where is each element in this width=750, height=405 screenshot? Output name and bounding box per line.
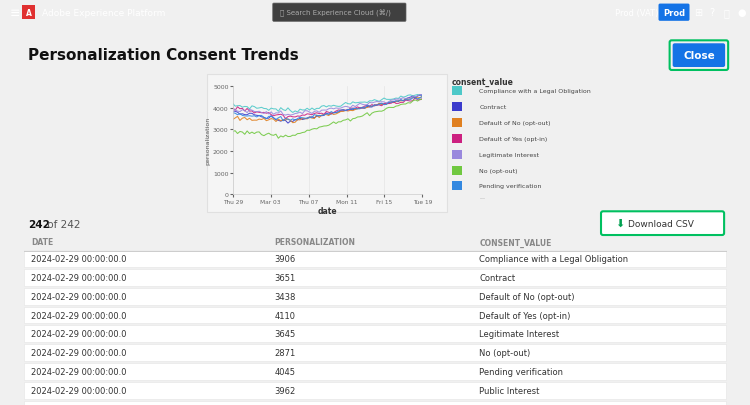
Text: PERSONALIZATION: PERSONALIZATION: [274, 238, 356, 247]
Text: Default of Yes (opt-in): Default of Yes (opt-in): [479, 311, 571, 320]
X-axis label: date: date: [318, 207, 338, 216]
Text: 3438: 3438: [274, 292, 296, 301]
FancyBboxPatch shape: [452, 119, 461, 128]
FancyBboxPatch shape: [24, 326, 726, 342]
Text: No (opt-out): No (opt-out): [479, 348, 530, 357]
Text: ...: ...: [479, 194, 485, 199]
Text: 🔔: 🔔: [723, 8, 729, 18]
Text: Legitimate Interest: Legitimate Interest: [479, 152, 539, 157]
FancyBboxPatch shape: [24, 344, 726, 361]
Text: CONSENT_VALUE: CONSENT_VALUE: [479, 238, 552, 247]
Text: 2024-02-29 00:00:00.0: 2024-02-29 00:00:00.0: [32, 273, 127, 282]
Text: Close: Close: [683, 51, 715, 61]
Text: ⬇: ⬇: [615, 219, 625, 228]
Text: 3651: 3651: [274, 273, 296, 282]
Text: Default of No (opt-out): Default of No (opt-out): [479, 292, 574, 301]
FancyBboxPatch shape: [452, 182, 461, 191]
Text: 4110: 4110: [274, 311, 296, 320]
Text: Download CSV: Download CSV: [628, 219, 694, 228]
Text: Default of No (opt-out): Default of No (opt-out): [479, 121, 550, 126]
Text: Prod (VAT): Prod (VAT): [615, 9, 658, 18]
Text: 2024-02-29 00:00:00.0: 2024-02-29 00:00:00.0: [32, 367, 127, 376]
Text: Compliance with a Legal Obligation: Compliance with a Legal Obligation: [479, 255, 628, 264]
FancyBboxPatch shape: [452, 87, 461, 96]
Text: consent_value: consent_value: [452, 77, 514, 87]
Text: Public Interest: Public Interest: [479, 386, 540, 395]
Text: Contract: Contract: [479, 273, 515, 282]
FancyBboxPatch shape: [22, 6, 35, 20]
Text: of 242: of 242: [44, 220, 80, 230]
FancyBboxPatch shape: [24, 401, 726, 405]
Text: Legitimate Interest: Legitimate Interest: [479, 330, 560, 339]
Text: Pending verification: Pending verification: [479, 184, 542, 189]
Text: ⊞: ⊞: [694, 8, 702, 18]
Text: No (opt-out): No (opt-out): [479, 168, 518, 173]
Text: 242: 242: [28, 220, 50, 230]
FancyBboxPatch shape: [452, 134, 461, 143]
Text: Default of Yes (opt-in): Default of Yes (opt-in): [479, 136, 548, 141]
Text: 2024-02-29 00:00:00.0: 2024-02-29 00:00:00.0: [32, 311, 127, 320]
FancyBboxPatch shape: [24, 269, 726, 286]
Text: 3906: 3906: [274, 255, 296, 264]
FancyBboxPatch shape: [452, 150, 461, 159]
FancyBboxPatch shape: [658, 4, 689, 22]
FancyBboxPatch shape: [206, 75, 447, 213]
FancyBboxPatch shape: [24, 363, 726, 380]
Text: 3645: 3645: [274, 330, 296, 339]
FancyBboxPatch shape: [601, 212, 724, 235]
Text: 2024-02-29 00:00:00.0: 2024-02-29 00:00:00.0: [32, 348, 127, 357]
Text: Personalization Consent Trends: Personalization Consent Trends: [28, 47, 299, 62]
FancyBboxPatch shape: [24, 251, 726, 267]
Text: ⌕ Search Experience Cloud (⌘/): ⌕ Search Experience Cloud (⌘/): [280, 10, 391, 17]
Text: ●: ●: [738, 8, 746, 18]
Text: A: A: [26, 9, 32, 18]
Text: 2024-02-29 00:00:00.0: 2024-02-29 00:00:00.0: [32, 292, 127, 301]
Text: ≡: ≡: [10, 6, 20, 20]
FancyBboxPatch shape: [673, 44, 725, 68]
Text: ?: ?: [710, 8, 715, 18]
Text: 2024-02-29 00:00:00.0: 2024-02-29 00:00:00.0: [32, 330, 127, 339]
Text: DATE: DATE: [32, 238, 54, 247]
Text: 4045: 4045: [274, 367, 296, 376]
FancyBboxPatch shape: [273, 4, 406, 22]
Text: Prod: Prod: [663, 9, 685, 18]
Text: 2024-02-29 00:00:00.0: 2024-02-29 00:00:00.0: [32, 255, 127, 264]
Text: Contract: Contract: [479, 104, 506, 110]
FancyBboxPatch shape: [452, 166, 461, 175]
FancyBboxPatch shape: [24, 307, 726, 324]
Text: 3962: 3962: [274, 386, 296, 395]
Text: 2871: 2871: [274, 348, 296, 357]
Y-axis label: personalization: personalization: [206, 117, 210, 165]
Text: 2024-02-29 00:00:00.0: 2024-02-29 00:00:00.0: [32, 386, 127, 395]
FancyBboxPatch shape: [24, 288, 726, 305]
FancyBboxPatch shape: [24, 382, 726, 399]
Text: Compliance with a Legal Obligation: Compliance with a Legal Obligation: [479, 89, 591, 94]
Text: Pending verification: Pending verification: [479, 367, 563, 376]
Text: Adobe Experience Platform: Adobe Experience Platform: [42, 9, 165, 18]
FancyBboxPatch shape: [452, 103, 461, 112]
